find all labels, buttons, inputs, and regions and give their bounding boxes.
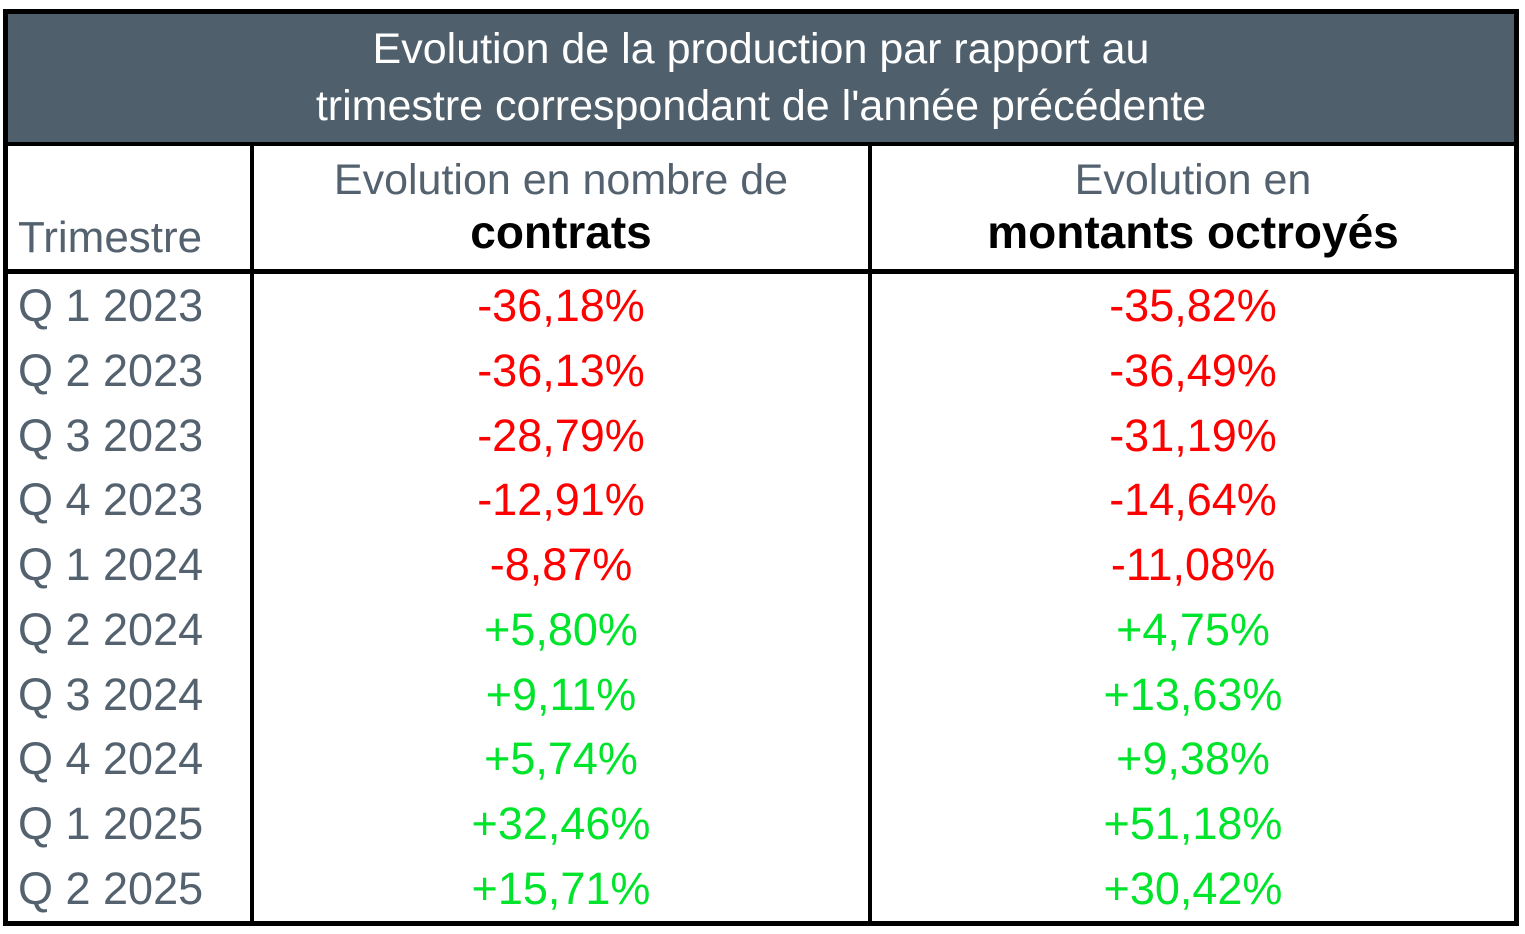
contrats-cell: -36,18% — [254, 274, 872, 339]
trimestre-cell: Q 2 2024 — [8, 597, 254, 663]
table-row: Q 1 2025 +32,46% +51,18% — [8, 791, 1514, 857]
montants-cell: -11,08% — [1110, 539, 1276, 591]
table-row: Q 4 2023 -12,91% -14,64% — [8, 468, 1514, 533]
table-body: Q 1 2023 -36,18% -35,82% Q 2 2023 -36,13… — [8, 274, 1514, 922]
trimestre-cell: Q 3 2024 — [8, 662, 254, 727]
contrats-cell: -12,91% — [254, 468, 872, 533]
contrats-cell: +15,71% — [254, 856, 872, 922]
table-title-line1: Evolution de la production par rapport a… — [372, 25, 1150, 73]
header-trimestre: Trimestre — [8, 146, 254, 269]
contrats-cell: -28,79% — [254, 403, 872, 469]
montants-cell: +4,75% — [1116, 603, 1270, 655]
trimestre-cell: Q 1 2024 — [8, 532, 254, 598]
montants-cell: -36,49% — [1109, 345, 1277, 397]
table-row: Q 3 2023 -28,79% -31,19% — [8, 403, 1514, 469]
header-contrats-line2: contrats — [470, 206, 652, 258]
trimestre-cell: Q 3 2023 — [8, 403, 254, 469]
trimestre-cell: Q 4 2023 — [8, 468, 254, 533]
header-montants: Evolution en montants octroyés — [872, 146, 1514, 269]
table-row: Q 4 2024 +5,74% +9,38% — [8, 726, 1514, 792]
header-contrats-line1: Evolution en nombre de — [333, 156, 789, 204]
header-montants-line1: Evolution en — [1074, 156, 1312, 204]
contrats-cell: +32,46% — [254, 791, 872, 857]
montants-cell: -31,19% — [1109, 409, 1277, 461]
contrats-cell: -36,13% — [254, 338, 872, 404]
trimestre-cell: Q 2 2023 — [8, 338, 254, 404]
table-row: Q 3 2024 +9,11% +13,63% — [8, 662, 1514, 727]
montants-cell: +9,38% — [1116, 733, 1270, 785]
montants-cell: +13,63% — [1103, 668, 1283, 720]
contrats-cell: +5,74% — [254, 726, 872, 792]
production-evolution-table: Evolution de la production par rapport a… — [3, 9, 1519, 926]
montants-cell: +51,18% — [1103, 797, 1283, 849]
trimestre-cell: Q 4 2024 — [8, 726, 254, 792]
table-title: Evolution de la production par rapport a… — [8, 14, 1514, 146]
trimestre-cell: Q 1 2023 — [8, 274, 254, 339]
header-montants-line2: montants octroyés — [987, 206, 1399, 258]
contrats-cell: +9,11% — [254, 662, 872, 727]
trimestre-cell: Q 2 2025 — [8, 856, 254, 922]
table-row: Q 2 2025 +15,71% +30,42% — [8, 856, 1514, 922]
montants-cell: +30,42% — [1103, 862, 1283, 914]
table-row: Q 2 2023 -36,13% -36,49% — [8, 338, 1514, 404]
table-row: Q 2 2024 +5,80% +4,75% — [8, 597, 1514, 663]
trimestre-cell: Q 1 2025 — [8, 791, 254, 857]
table-title-line2: trimestre correspondant de l'année précé… — [315, 82, 1207, 130]
contrats-cell: +5,80% — [254, 597, 872, 663]
montants-cell: -35,82% — [1109, 280, 1277, 332]
header-contrats: Evolution en nombre de contrats — [254, 146, 872, 269]
contrats-cell: -8,87% — [254, 532, 872, 598]
table-row: Q 1 2024 -8,87% -11,08% — [8, 532, 1514, 598]
montants-cell: -14,64% — [1109, 474, 1277, 526]
table-row: Q 1 2023 -36,18% -35,82% — [8, 274, 1514, 339]
table-header-row: Trimestre Evolution en nombre de contrat… — [8, 146, 1514, 274]
